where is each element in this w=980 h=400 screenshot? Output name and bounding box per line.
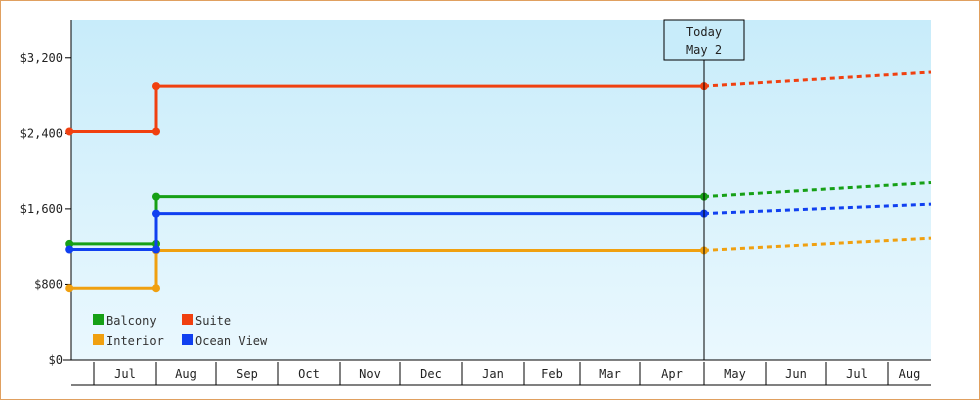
- today-label: Today: [686, 25, 722, 39]
- legend-label: Interior: [106, 334, 164, 348]
- x-month-label: Aug: [899, 367, 921, 381]
- series-line: [69, 84, 704, 133]
- x-month-label: Dec: [420, 367, 442, 381]
- series-line: [69, 212, 704, 251]
- y-tick-label: $2,400: [20, 126, 63, 140]
- data-point: [65, 245, 74, 254]
- x-month-label: Mar: [599, 367, 621, 381]
- data-point: [65, 239, 74, 248]
- data-point: [152, 192, 160, 201]
- legend-swatch: [182, 314, 193, 325]
- legend-label: Ocean View: [195, 334, 268, 348]
- x-month-label: Jul: [114, 367, 136, 381]
- series-line: [69, 248, 704, 290]
- y-tick-label: $3,200: [20, 51, 63, 65]
- legend-label: Balcony: [106, 314, 157, 328]
- x-month-label: Feb: [541, 367, 563, 381]
- x-month-label: Jun: [785, 367, 807, 381]
- x-month-label: Sep: [236, 367, 258, 381]
- series-forecast-line: [703, 202, 932, 216]
- series-forecast-line: [703, 236, 932, 252]
- x-month-label: Oct: [298, 367, 320, 381]
- data-point: [65, 127, 74, 136]
- series-forecast-line: [703, 180, 932, 199]
- legend-item-ocean-view: Ocean View: [182, 334, 268, 348]
- legend-swatch: [182, 334, 193, 345]
- today-box: [663, 19, 745, 61]
- series-forecast-line: [703, 70, 932, 88]
- legend-item-interior: Interior: [93, 334, 164, 348]
- legend-item-balcony: Balcony: [93, 314, 157, 328]
- x-month-label: Jan: [482, 367, 504, 381]
- y-tick-label: $1,600: [20, 202, 63, 216]
- x-month-label: Nov: [359, 367, 381, 381]
- y-tick-label: $800: [34, 277, 63, 291]
- plot-background: [71, 20, 931, 360]
- x-month-label: Apr: [661, 367, 683, 381]
- x-month-label: May: [724, 367, 746, 381]
- data-point: [152, 245, 160, 254]
- data-point: [152, 127, 160, 136]
- x-month-label: Jul: [846, 367, 868, 381]
- series-ocean-view: [65, 202, 932, 254]
- data-point: [152, 82, 160, 91]
- data-point: [152, 284, 160, 293]
- data-point: [152, 209, 160, 218]
- legend-label: Suite: [195, 314, 231, 328]
- y-tick-label: $0: [49, 353, 63, 367]
- x-month-label: Aug: [175, 367, 197, 381]
- legend-swatch: [93, 314, 104, 325]
- today-date: May 2: [686, 43, 722, 57]
- legend-swatch: [93, 334, 104, 345]
- data-point: [65, 284, 74, 293]
- series-suite: [65, 70, 932, 136]
- legend-item-suite: Suite: [182, 314, 231, 328]
